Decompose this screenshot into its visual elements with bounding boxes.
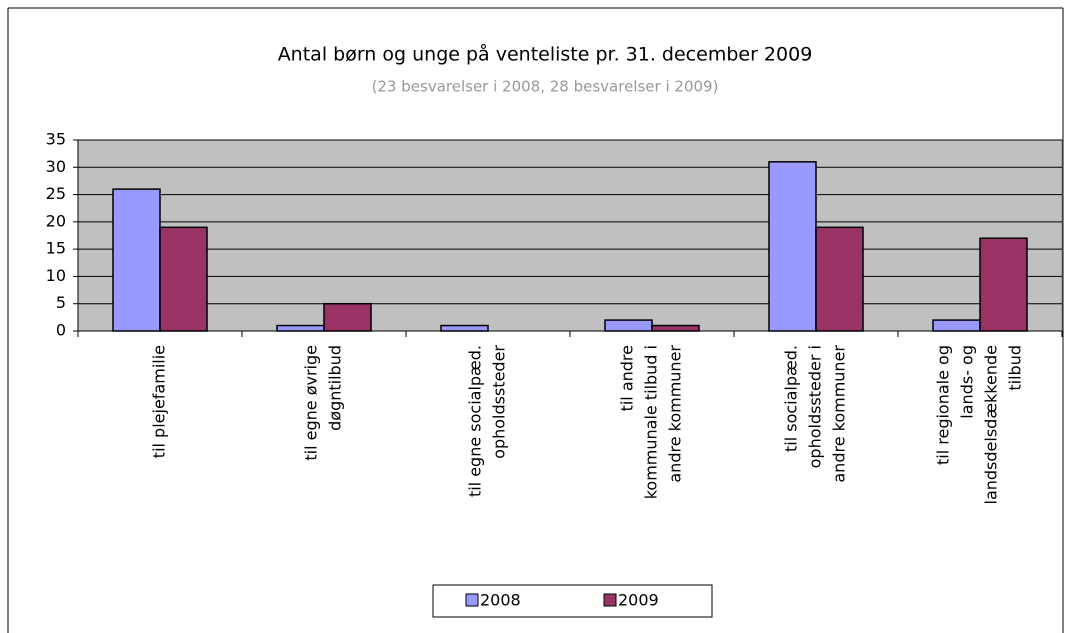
bar (604, 319, 653, 332)
bar (932, 319, 981, 332)
y-tick-label: 5 (56, 293, 66, 312)
x-tick-label: andre kommuner (830, 345, 849, 483)
x-tick-label: til andre (618, 345, 637, 411)
x-tick-label: andre kommuner (666, 345, 685, 483)
y-tick-label: 20 (46, 211, 66, 230)
x-tick-label: lands- og (958, 345, 977, 419)
chart-subtitle: (23 besvarelser i 2008, 28 besvarelser i… (372, 78, 719, 96)
x-tick-label: opholdssteder i (806, 345, 825, 468)
bar (979, 237, 1028, 332)
x-tick-label: døgntilbud (326, 345, 345, 431)
chart-title: Antal børn og unge på venteliste pr. 31.… (278, 43, 813, 66)
x-tick-label: kommunale tilbud i (642, 345, 661, 499)
x-tick-label: opholdssteder (490, 345, 509, 459)
bar (815, 226, 864, 332)
bar (768, 161, 817, 332)
legend-swatch (465, 593, 479, 607)
bar (651, 324, 700, 332)
x-tick-label: til egne øvrige (302, 345, 321, 461)
y-tick-label: 15 (46, 239, 66, 258)
x-tick-label: til regionale og (934, 345, 953, 465)
legend-label: 2008 (480, 591, 521, 610)
legend-label: 2009 (618, 591, 659, 610)
y-tick-label: 25 (46, 184, 66, 203)
bar (440, 324, 489, 332)
bar (112, 188, 161, 332)
x-tick-label: tilbud (1006, 345, 1025, 391)
x-tick-label: til egne socialpæd. (466, 345, 485, 497)
plot-area (77, 139, 1063, 332)
y-tick-label: 0 (56, 321, 66, 340)
y-tick-label: 30 (46, 157, 66, 176)
x-tick-label: til socialpæd. (782, 345, 801, 452)
legend-box (432, 584, 713, 618)
y-tick-label: 35 (46, 130, 66, 149)
y-tick-label: 10 (46, 266, 66, 285)
legend-swatch (603, 593, 617, 607)
bar (276, 324, 325, 332)
bar (323, 302, 372, 332)
bar (159, 226, 208, 332)
x-tick-label: landsdelsdækkende (982, 345, 1001, 504)
x-tick-label: til plejefamilie (150, 345, 169, 458)
